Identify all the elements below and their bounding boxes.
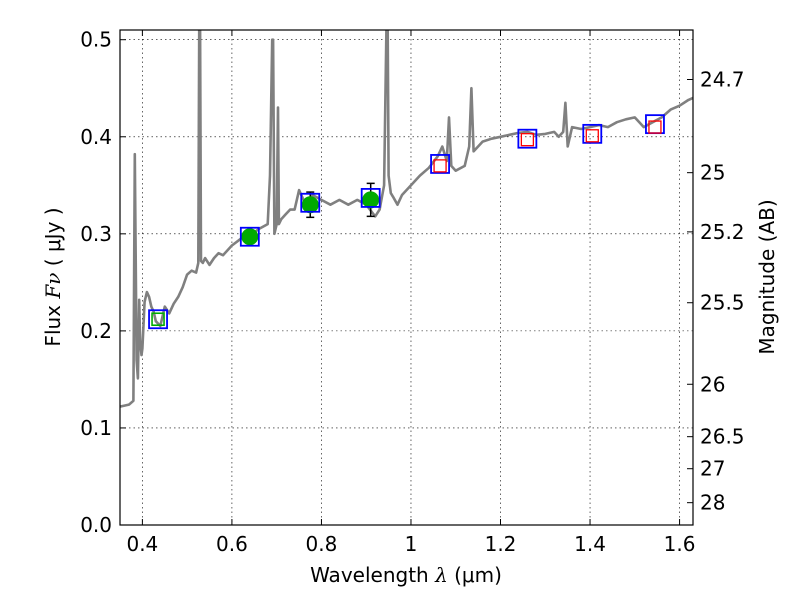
y-axis-label: Flux Fν ( μJy )	[41, 207, 65, 346]
model-blue-square-marker	[148, 309, 168, 330]
model-blue-square-marker	[517, 128, 538, 149]
x-axis-label: Wavelength λ (μm)	[310, 563, 502, 587]
y-tick-label: 0.3	[80, 222, 112, 246]
y-axis-label-text: Flux	[41, 305, 65, 347]
y-axis-label-symbol: Fν	[41, 273, 65, 300]
axis-ticks: 0.4 0.6 0.8 1 1.2 1.4 1.6 0.0 0.1 0.2 0.3 0.4 0.5 24.…	[80, 28, 744, 556]
model-red-square-marker	[585, 129, 599, 143]
x-tick-label: 1.6	[664, 532, 696, 556]
right-tick-label: 24.7	[700, 68, 745, 92]
x-axis-label-text: Wavelength	[310, 563, 429, 587]
model-blue-square-marker	[300, 192, 321, 213]
x-tick-label: 1.4	[574, 532, 606, 556]
model-blue-square-marker	[239, 226, 260, 247]
model-green-square-marker	[151, 312, 165, 327]
x-tick-label: 0.8	[306, 532, 338, 556]
right-tick-label: 26.5	[700, 425, 745, 449]
model-red-square-marker	[520, 133, 535, 147]
x-tick-label: 0.6	[216, 532, 248, 556]
right-tick-label: 25	[700, 161, 725, 185]
model-blue-square-marker	[430, 154, 450, 174]
observed-point	[241, 228, 259, 246]
y-tick-label: 0.2	[80, 319, 112, 343]
x-axis-label-unit: (μm)	[454, 563, 502, 587]
spectrum-line	[120, 30, 693, 408]
x-tick-label: 1	[405, 532, 418, 556]
right-tick-label: 25.2	[700, 220, 745, 244]
y-tick-label: 0.0	[80, 513, 112, 537]
observed-point	[362, 191, 380, 209]
observed-point	[301, 196, 319, 214]
x-tick-label: 1.2	[485, 532, 517, 556]
model-blue-square-marker	[582, 123, 603, 144]
right-tick-label: 25.5	[700, 291, 745, 315]
grid-lines	[120, 30, 693, 526]
model-blue-square-marker	[360, 188, 381, 208]
plot-content	[120, 30, 693, 408]
y-tick-label: 0.5	[80, 28, 112, 52]
x-tick-label: 0.4	[126, 532, 158, 556]
x-axis-label-symbol: λ	[434, 563, 448, 587]
y-tick-label: 0.1	[80, 416, 112, 440]
plot-frame	[119, 29, 694, 526]
right-tick-label: 27	[700, 457, 725, 481]
right-tick-label: 28	[700, 491, 725, 515]
y-axis-label-unit: ( μJy )	[41, 207, 65, 266]
y-tick-label: 0.4	[80, 125, 112, 149]
model-red-square-marker	[433, 159, 447, 173]
right-axis-label: Magnitude (AB)	[755, 199, 779, 354]
right-tick-label: 26	[700, 372, 725, 396]
model-red-square-marker	[648, 120, 662, 134]
